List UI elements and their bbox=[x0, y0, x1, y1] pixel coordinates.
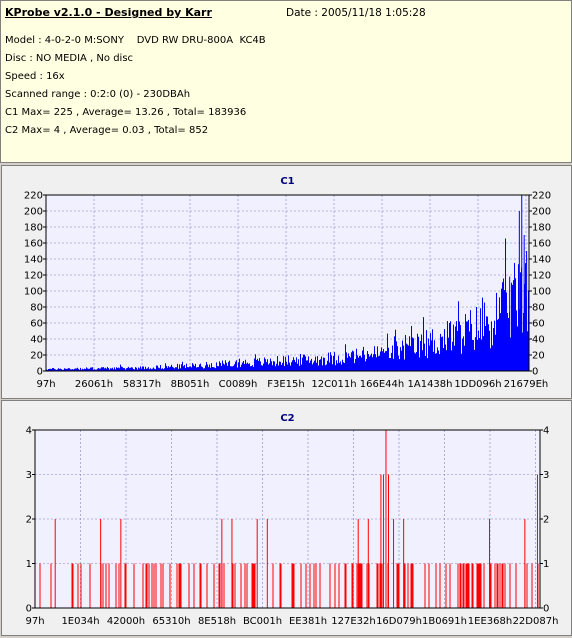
y-tick-label-left: 4 bbox=[26, 426, 32, 437]
y-tick-label-right: 80 bbox=[532, 303, 545, 314]
y-tick-label-right: 20 bbox=[532, 351, 545, 362]
y-tick-label-left: 3 bbox=[26, 470, 32, 481]
c2-summary-line: C2 Max= 4 , Average= 0.03 , Total= 852 bbox=[5, 125, 209, 136]
x-tick-label: BC001h bbox=[243, 616, 282, 627]
y-tick-label-right: 4 bbox=[543, 426, 549, 437]
scanned-range-line: Scanned range : 0:2:0 (0) - 230DBAh bbox=[5, 89, 191, 100]
y-tick-label-left: 20 bbox=[30, 351, 43, 362]
plot-frame bbox=[34, 429, 541, 609]
y-tick-label-left: 180 bbox=[24, 223, 43, 234]
c2-chart-panel: C2 0 0 1 1 2 2 3 3 4 4 97h 1E034h 42000h 65310h 8E518h B… bbox=[1, 400, 572, 636]
x-tick-label: 26061h bbox=[75, 379, 113, 390]
c1-chart: C1 0 0 20 20 40 40 60 60 80 80 100 100 120 120 140 140 16… bbox=[24, 176, 551, 390]
y-tick-label-left: 100 bbox=[24, 287, 43, 298]
model-line: Model : 4-0-2-0 M:SONY DVD RW DRU-800A K… bbox=[5, 35, 266, 46]
y-tick-label-right: 0 bbox=[543, 604, 549, 615]
y-tick-label-right: 160 bbox=[532, 239, 551, 250]
plot-frame bbox=[45, 194, 530, 372]
y-tick-label-left: 1 bbox=[26, 559, 32, 570]
app-title: KProbe v2.1.0 - Designed by Karr bbox=[5, 6, 212, 19]
y-tick-label-right: 3 bbox=[543, 470, 549, 481]
x-tick-label: 8E518h bbox=[198, 616, 236, 627]
disc-line: Disc : NO MEDIA , No disc bbox=[5, 53, 134, 64]
speed-line: Speed : 16x bbox=[5, 71, 65, 82]
x-tick-label: 1B0691h bbox=[422, 616, 467, 627]
x-tick-label: 42000h bbox=[107, 616, 145, 627]
chart-title: C2 bbox=[280, 413, 294, 424]
y-tick-label-right: 1 bbox=[543, 559, 549, 570]
y-tick-label-right: 120 bbox=[532, 271, 551, 282]
x-tick-label: 22D087h bbox=[513, 616, 559, 627]
x-tick-label: C0089h bbox=[219, 379, 258, 390]
x-tick-label: 1EE368h bbox=[468, 616, 512, 627]
y-tick-label-left: 60 bbox=[30, 319, 43, 330]
y-tick-label-right: 40 bbox=[532, 335, 545, 346]
x-tick-label: EE381h bbox=[289, 616, 327, 627]
y-tick-label-right: 100 bbox=[532, 287, 551, 298]
y-tick-label-left: 80 bbox=[30, 303, 43, 314]
x-tick-label: 127E32h bbox=[331, 616, 375, 627]
c1-chart-panel: C1 0 0 20 20 40 40 60 60 80 80 100 100 120 120 140 140 16… bbox=[1, 165, 572, 399]
y-tick-label-left: 2 bbox=[26, 515, 32, 526]
x-tick-label: 1A1438h bbox=[408, 379, 453, 390]
x-tick-label: F3E15h bbox=[267, 379, 305, 390]
scan-date: Date : 2005/11/18 1:05:28 bbox=[286, 7, 426, 19]
x-tick-label: 1DD096h bbox=[454, 379, 501, 390]
y-tick-label-right: 2 bbox=[543, 515, 549, 526]
y-tick-label-left: 0 bbox=[37, 367, 43, 378]
info-panel: KProbe v2.1.0 - Designed by Karr Date : … bbox=[0, 0, 572, 163]
y-tick-label-right: 180 bbox=[532, 223, 551, 234]
y-tick-label-left: 160 bbox=[24, 239, 43, 250]
y-tick-label-left: 0 bbox=[26, 604, 32, 615]
x-tick-label: 1E034h bbox=[61, 616, 99, 627]
y-tick-label-right: 60 bbox=[532, 319, 545, 330]
y-tick-label-left: 120 bbox=[24, 271, 43, 282]
x-tick-label: 8B051h bbox=[171, 379, 210, 390]
x-tick-label: 65310h bbox=[152, 616, 190, 627]
y-tick-label-right: 200 bbox=[532, 207, 551, 218]
x-tick-label: 21679Eh bbox=[504, 379, 548, 390]
x-tick-label: 58317h bbox=[123, 379, 161, 390]
y-tick-label-left: 200 bbox=[24, 207, 43, 218]
y-tick-label-left: 220 bbox=[24, 191, 43, 202]
y-tick-label-left: 40 bbox=[30, 335, 43, 346]
x-tick-label: 12C011h bbox=[311, 379, 356, 390]
x-tick-label: 16D079h bbox=[376, 616, 422, 627]
x-tick-label: 97h bbox=[25, 616, 44, 627]
x-tick-label: 97h bbox=[36, 379, 55, 390]
c1-summary-line: C1 Max= 225 , Average= 13.26 , Total= 18… bbox=[5, 107, 247, 118]
y-tick-label-right: 0 bbox=[532, 367, 538, 378]
chart-title: C1 bbox=[280, 176, 294, 187]
c2-chart: C2 0 0 1 1 2 2 3 3 4 4 97h 1E034h 42000h 65310h 8E518h B… bbox=[25, 413, 559, 627]
x-tick-label: 166E44h bbox=[360, 379, 404, 390]
y-tick-label-left: 140 bbox=[24, 255, 43, 266]
y-tick-label-right: 140 bbox=[532, 255, 551, 266]
y-tick-label-right: 220 bbox=[532, 191, 551, 202]
